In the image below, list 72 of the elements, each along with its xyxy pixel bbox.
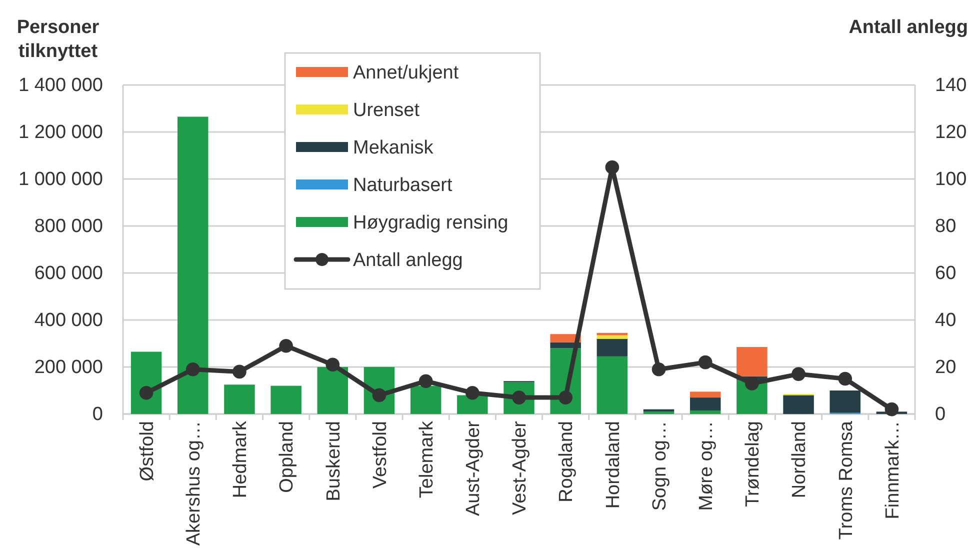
y-tick-label: 0 (92, 404, 103, 426)
y-tick-label: 1 000 000 (18, 169, 103, 190)
bar (690, 398, 721, 410)
point (605, 160, 620, 174)
y2-tick-label: 140 (935, 75, 967, 96)
y2-tick-label: 20 (935, 357, 956, 378)
y-tick-label: 400 000 (34, 310, 103, 332)
x-tick-label: Vest-Agder (510, 420, 531, 515)
x-tick-label: Troms Romsa (836, 420, 857, 540)
x-tick-label: Finnmark… (882, 421, 904, 520)
point (186, 362, 200, 376)
y2-tick-label: 60 (935, 263, 956, 284)
bar (410, 386, 442, 414)
x-tick-label: Aust-Agder (463, 420, 484, 516)
bar (596, 356, 628, 414)
bar (736, 347, 768, 376)
legend-label: Høygradig rensing (353, 212, 508, 234)
y-tick-label: 1 400 000 (18, 75, 103, 96)
x-tick-label: Hedmark (230, 420, 252, 498)
bar (830, 390, 860, 413)
x-tick-label: Rogaland (556, 421, 578, 502)
point (884, 402, 899, 416)
legend-label: Antall anlegg (353, 250, 463, 272)
bar (178, 116, 208, 414)
bar (317, 367, 348, 414)
bar (596, 338, 628, 356)
x-tick-label: Sogn og… (649, 421, 670, 511)
point (466, 386, 480, 400)
y2-tick-label: 0 (935, 404, 946, 426)
point (139, 386, 154, 400)
legend-label: Naturbasert (353, 175, 453, 196)
y2-tick-label: 100 (935, 169, 967, 190)
x-tick-label: Hordaland (602, 421, 624, 509)
y2-tick-label: 120 (935, 122, 967, 144)
bar (270, 386, 302, 414)
y-tick-label: 600 000 (34, 263, 103, 284)
legend-label: Urenset (353, 100, 420, 122)
point (652, 362, 666, 376)
point (279, 338, 293, 353)
x-tick-label: Østfold (136, 421, 158, 482)
bar (457, 395, 488, 414)
x-tick-label: Møre og… (696, 421, 718, 511)
legend-label: Annet/ukjent (353, 62, 460, 84)
y-tick-label: 200 000 (34, 357, 103, 378)
point (558, 390, 572, 404)
y-tick-label: 1 200 000 (18, 122, 103, 144)
x-tick-label: Oppland (276, 421, 298, 493)
point (792, 367, 806, 381)
bar (690, 392, 721, 398)
point (698, 355, 712, 370)
legend-label: Mekanisk (353, 138, 434, 159)
point (232, 364, 246, 379)
point (745, 376, 759, 390)
x-tick-label: Buskerud (323, 421, 344, 502)
point (418, 374, 433, 388)
x-tick-label: Nordland (789, 421, 810, 498)
bar (596, 332, 628, 336)
y2-tick-label: 80 (935, 216, 956, 238)
y-axis-title: Personer tilknyttet (16, 17, 100, 62)
point (326, 358, 340, 372)
x-tick-label: Vestfold (370, 421, 391, 489)
bar (224, 384, 255, 414)
bar (783, 395, 814, 414)
bar (690, 410, 721, 414)
x-tick-label: Telemark (416, 420, 438, 498)
y-tick-label: 800 000 (34, 216, 103, 238)
bar (596, 335, 628, 339)
y2-axis-title: Antall anlegg (848, 17, 968, 38)
point (838, 372, 852, 386)
x-tick-label: Akershus og… (184, 421, 205, 546)
x-tick-label: Trøndelag (742, 421, 764, 507)
y2-tick-label: 40 (935, 310, 956, 332)
